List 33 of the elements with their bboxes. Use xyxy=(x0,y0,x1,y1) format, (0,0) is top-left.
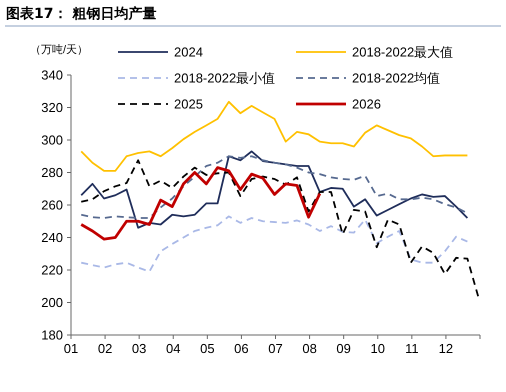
y-tick-label: 280 xyxy=(41,165,63,180)
y-axis-title: （万吨/天） xyxy=(30,43,88,56)
y-tick-label: 220 xyxy=(41,262,63,278)
y-tick-label: 180 xyxy=(41,328,63,343)
line-series xyxy=(80,100,468,172)
x-tick-label: 05 xyxy=(200,341,215,356)
legend-label: 2018-2022最大值 xyxy=(352,44,454,60)
y-tick-label: 300 xyxy=(41,132,63,148)
y-tick-label: 340 xyxy=(41,68,63,83)
x-tick-label: 07 xyxy=(268,341,283,356)
x-tick-label: 09 xyxy=(336,341,351,356)
chart-title: 图表17： 粗钢日均产量 xyxy=(6,5,156,22)
x-tick-label: 06 xyxy=(234,341,249,356)
x-tick-label: 03 xyxy=(132,341,146,356)
line-series xyxy=(80,150,468,229)
y-tick-label: 260 xyxy=(41,198,63,213)
line-series xyxy=(80,166,322,241)
x-tick-label: 04 xyxy=(166,341,180,356)
legend-label: 2025 xyxy=(174,96,203,112)
y-tick-label: 320 xyxy=(41,100,63,116)
legend-label: 2024 xyxy=(174,44,203,60)
legend-label: 2018-2022最小值 xyxy=(174,70,276,86)
x-tick-label: 10 xyxy=(370,341,385,356)
x-tick-label: 01 xyxy=(64,341,78,356)
y-tick-label: 240 xyxy=(41,230,63,246)
y-tick-label: 200 xyxy=(41,295,63,310)
x-tick-label: 02 xyxy=(98,341,112,356)
x-tick-label: 12 xyxy=(438,341,454,356)
x-tick-label: 11 xyxy=(405,341,419,356)
x-tick-label: 08 xyxy=(302,341,317,356)
legend-label: 2026 xyxy=(352,96,381,112)
line-series xyxy=(80,215,468,273)
legend-label: 2018-2022均值 xyxy=(352,70,440,86)
